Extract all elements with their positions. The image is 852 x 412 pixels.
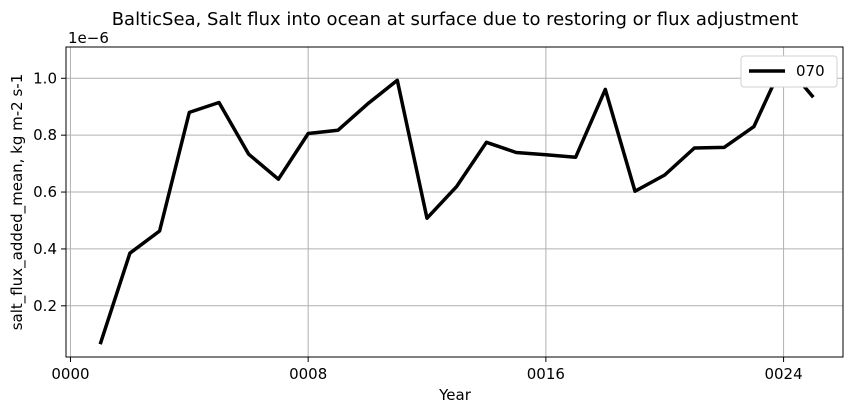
x-tick-label: 0016 bbox=[527, 365, 565, 383]
tick-layer: 0000 0008 0016 0024 0.2 0.4 0.6 0.8 1.0 bbox=[33, 69, 803, 383]
y-offset-label: 1e−6 bbox=[68, 29, 109, 47]
plot-frame bbox=[65, 46, 844, 358]
legend-box bbox=[740, 55, 838, 88]
y-tick-label: 0.2 bbox=[33, 297, 57, 315]
x-tick-label: 0008 bbox=[289, 365, 327, 383]
x-tick-label: 0024 bbox=[764, 365, 802, 383]
grid-layer bbox=[66, 47, 843, 357]
y-tick-label: 0.6 bbox=[33, 183, 57, 201]
legend-label-070: 070 bbox=[796, 62, 825, 80]
y-tick-label: 1.0 bbox=[33, 69, 57, 87]
y-tick-label: 0.4 bbox=[33, 240, 57, 258]
y-tick-label: 0.8 bbox=[33, 126, 57, 144]
chart-title: BalticSea, Salt flux into ocean at surfa… bbox=[112, 9, 799, 30]
x-tick-label: 0000 bbox=[51, 365, 89, 383]
x-axis-label: Year bbox=[438, 386, 472, 404]
legend: 070 bbox=[740, 55, 838, 88]
y-axis-label: salt_flux_added_mean, kg m-2 s-1 bbox=[8, 74, 27, 331]
series-line-070 bbox=[98, 60, 815, 345]
series-layer bbox=[98, 60, 815, 345]
